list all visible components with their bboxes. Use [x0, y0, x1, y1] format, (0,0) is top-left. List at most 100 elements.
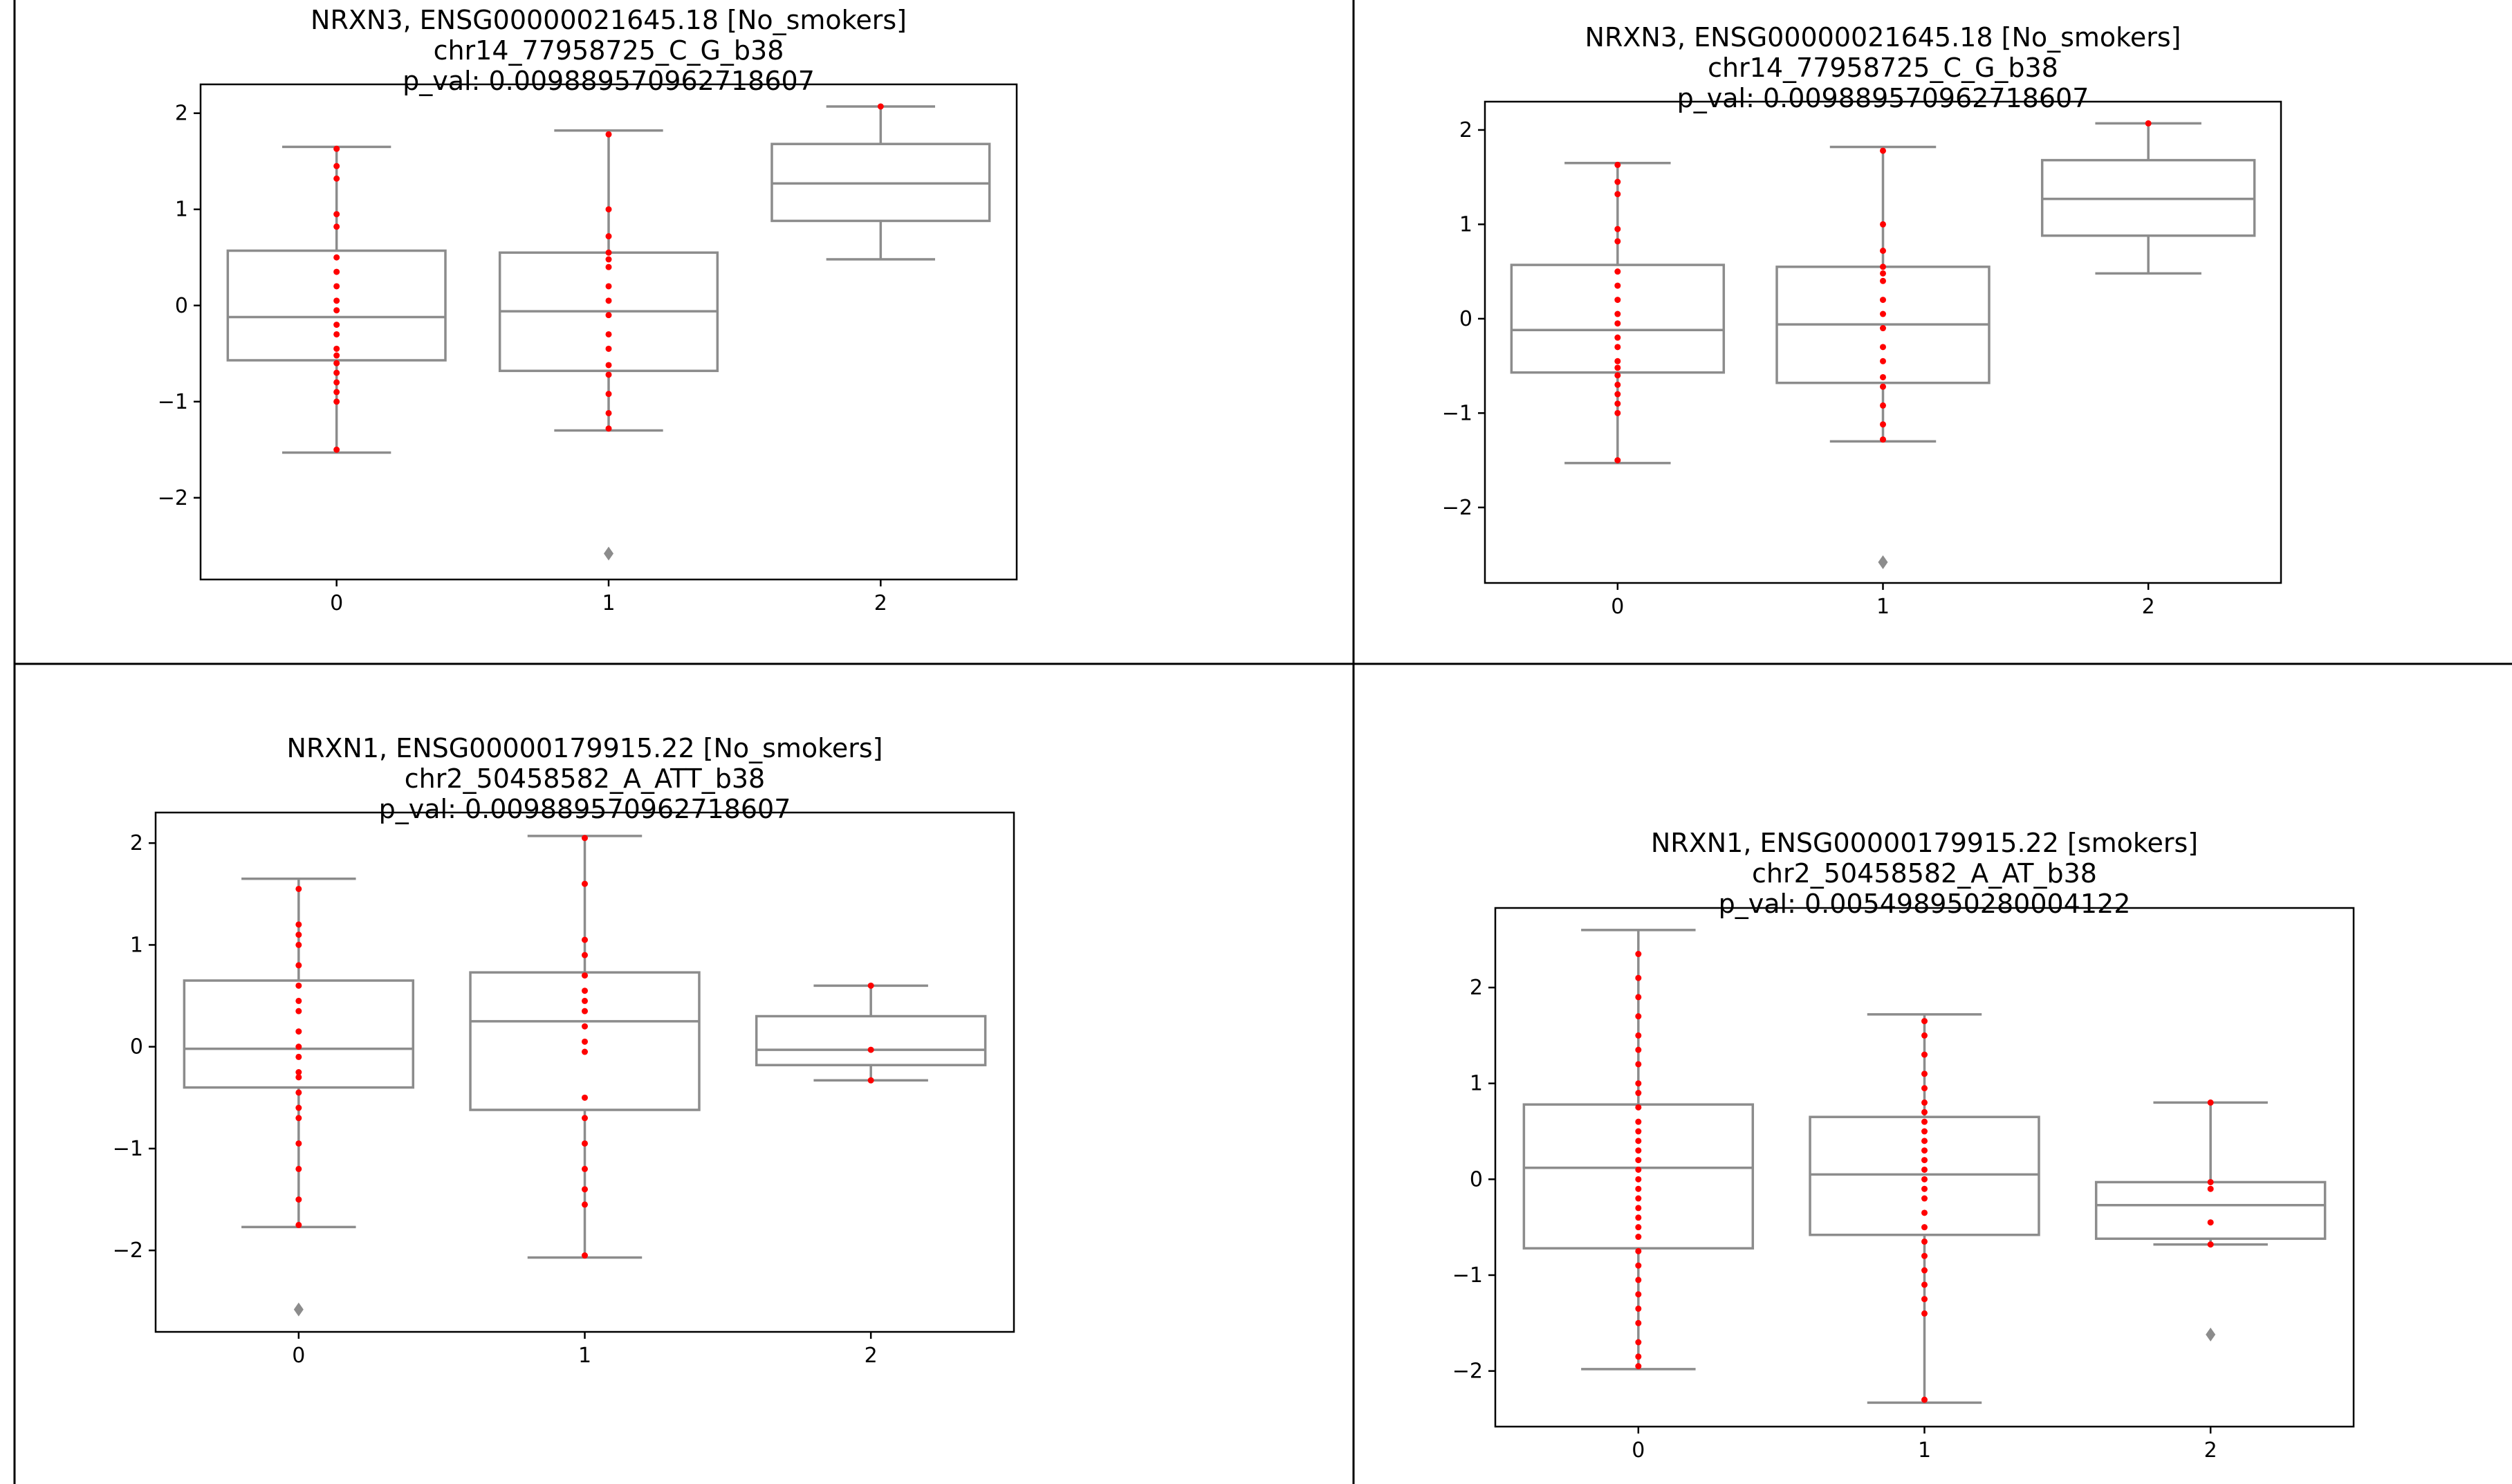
data-point — [1635, 1046, 1642, 1053]
data-point — [333, 379, 340, 386]
data-point — [1921, 1310, 1928, 1317]
y-tick-label: 0 — [1470, 1167, 1483, 1191]
data-point — [605, 283, 612, 290]
data-point — [1921, 1157, 1928, 1164]
boxplot-panel-3: NRXN1, ENSG00000179915.22 [No_smokers]ch… — [113, 733, 1015, 1368]
data-point — [1635, 1118, 1642, 1125]
outlier-marker — [293, 1302, 304, 1317]
data-point — [1921, 1051, 1928, 1058]
chart-title-line: p_val: 0.009889570962718607 — [403, 66, 815, 96]
data-point — [1635, 1195, 1642, 1202]
data-point — [2207, 1241, 2214, 1248]
data-point — [1614, 400, 1621, 407]
data-point — [295, 1089, 302, 1096]
data-point — [605, 297, 612, 304]
y-tick-label: −2 — [1452, 1360, 1483, 1384]
data-point — [1921, 1281, 1928, 1288]
iqr-box — [755, 1014, 987, 1066]
data-point — [295, 962, 302, 969]
x-tick-label: 0 — [1632, 1438, 1645, 1463]
chart-title-line: NRXN3, ENSG00000021645.18 [No_smokers] — [1585, 22, 2181, 53]
data-point — [295, 1044, 302, 1050]
data-point — [1635, 951, 1642, 958]
data-point — [1635, 1214, 1642, 1221]
data-point — [1921, 1224, 1928, 1231]
panel-grid-lines — [13, 0, 2512, 1484]
data-point — [1880, 373, 1886, 380]
data-point — [877, 103, 884, 110]
data-point — [582, 936, 588, 943]
data-point — [1614, 225, 1621, 232]
data-point — [582, 987, 588, 994]
data-point — [582, 1252, 588, 1259]
data-point — [295, 931, 302, 938]
box-group-2 — [770, 105, 991, 261]
data-point — [1880, 310, 1886, 317]
x-tick-label: 2 — [865, 1344, 878, 1368]
data-point — [1635, 1262, 1642, 1269]
x-tick-label: 1 — [578, 1344, 591, 1368]
data-point — [333, 345, 340, 352]
y-tick-label: 0 — [130, 1035, 143, 1059]
data-point — [333, 145, 340, 152]
data-point — [1880, 358, 1886, 364]
data-point — [1614, 391, 1621, 398]
data-point — [1635, 1205, 1642, 1212]
data-point — [1880, 402, 1886, 409]
x-tick-label: 2 — [2142, 595, 2155, 619]
data-point — [1635, 1234, 1642, 1241]
x-tick-label: 1 — [1876, 595, 1890, 619]
data-point — [582, 972, 588, 979]
data-point — [333, 389, 340, 396]
data-point — [1614, 161, 1621, 168]
chart-title-line: chr2_50458582_A_ATT_b38 — [405, 763, 765, 794]
y-tick-label: −1 — [158, 390, 188, 414]
data-point — [333, 254, 340, 261]
data-point — [1635, 1224, 1642, 1231]
data-point — [1880, 344, 1886, 351]
y-tick-label: 2 — [130, 831, 143, 855]
data-point — [1635, 1353, 1642, 1360]
iqr-box — [1809, 1115, 2040, 1236]
y-tick-label: −2 — [158, 486, 188, 510]
data-point — [2207, 1099, 2214, 1106]
data-point — [1880, 297, 1886, 304]
box-group-2 — [2040, 122, 2256, 275]
data-point — [1921, 1195, 1928, 1202]
chart-title-line: chr14_77958725_C_G_b38 — [1708, 53, 2058, 83]
data-point — [1635, 1248, 1642, 1254]
data-point — [333, 398, 340, 405]
data-point — [605, 331, 612, 337]
chart-title-line: NRXN1, ENSG00000179915.22 [smokers] — [1651, 828, 2198, 858]
data-point — [295, 1028, 302, 1035]
chart-title-line: p_val: 0.009889570962718607 — [379, 794, 791, 824]
data-point — [1614, 282, 1621, 289]
data-point — [1614, 238, 1621, 245]
data-point — [295, 1104, 302, 1111]
y-tick-label: 1 — [130, 933, 143, 957]
data-point — [605, 371, 612, 378]
data-point — [1880, 263, 1886, 270]
data-point — [1921, 1252, 1928, 1259]
data-point — [605, 425, 612, 432]
data-point — [295, 1053, 302, 1060]
x-tick-label: 2 — [874, 591, 887, 615]
data-point — [1635, 1363, 1642, 1370]
data-point — [1921, 1099, 1928, 1106]
data-point — [333, 297, 340, 304]
data-point — [1614, 310, 1621, 317]
data-point — [1635, 1305, 1642, 1312]
x-tick-label: 0 — [1611, 595, 1624, 619]
chart-title-line: p_val: 0.005498950280004122 — [1719, 889, 2131, 919]
boxplot-panel-2: NRXN3, ENSG00000021645.18 [No_smokers]ch… — [1442, 22, 2282, 619]
data-point — [1635, 1032, 1642, 1039]
data-point — [605, 362, 612, 369]
chart-title-line: p_val: 0.009889570962718607 — [1677, 83, 2089, 113]
data-point — [582, 997, 588, 1004]
data-point — [333, 163, 340, 169]
data-point — [1921, 1238, 1928, 1245]
data-point — [1635, 1277, 1642, 1283]
data-point — [582, 835, 588, 842]
iqr-box — [1510, 263, 1726, 374]
data-point — [295, 982, 302, 989]
